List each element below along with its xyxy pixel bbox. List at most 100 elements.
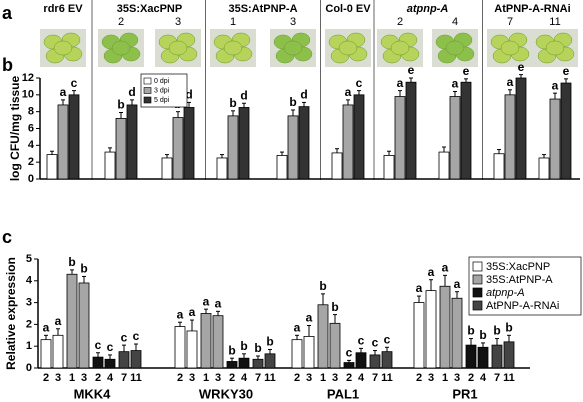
leaf	[53, 40, 73, 56]
x-tick-label: 2	[43, 372, 49, 384]
x-tick-label: 4	[107, 372, 114, 384]
x-tick-label: 3	[189, 372, 195, 384]
significance-letter: a	[345, 85, 352, 99]
x-tick-label: 11	[503, 372, 515, 384]
x-tick-label: 2	[294, 372, 300, 384]
bar	[491, 344, 503, 369]
x-tick-label: 11	[264, 372, 276, 384]
bar	[126, 104, 138, 180]
bar	[161, 157, 173, 180]
bar	[68, 94, 80, 180]
significance-letter: b	[68, 255, 75, 269]
bar	[104, 358, 116, 369]
bar	[216, 157, 228, 180]
bar	[78, 282, 90, 369]
significance-letter: b	[289, 95, 296, 109]
x-tick-label: 4	[241, 372, 248, 384]
significance-letter: a	[452, 77, 459, 91]
leaf	[111, 40, 131, 56]
y-tick-label: 3	[26, 297, 32, 309]
x-tick-label: 7	[255, 372, 261, 384]
panel-label: c	[2, 227, 12, 247]
legend-label: 35S:XacPNP	[486, 261, 550, 273]
panel-label: a	[2, 3, 13, 23]
x-tick-label: 3	[306, 372, 312, 384]
legend-swatch	[472, 274, 483, 285]
gene-label: PR1	[452, 386, 477, 401]
y-tick-label: 10	[22, 89, 34, 101]
significance-letter: b	[80, 262, 87, 276]
bar	[46, 154, 58, 180]
y-tick-label: 1	[26, 340, 32, 352]
legend-swatch	[472, 300, 483, 311]
significance-letter: b	[228, 343, 235, 357]
leaf	[445, 40, 465, 56]
significance-letter: b	[319, 279, 326, 293]
significance-letter: a	[43, 320, 50, 334]
bar	[439, 285, 451, 369]
bar	[317, 304, 329, 369]
significance-letter: a	[55, 314, 62, 328]
bar	[342, 104, 354, 180]
significance-letter: a	[294, 320, 301, 334]
x-tick-label: 2	[346, 372, 352, 384]
group-header: AtPNP-A-RNAi	[494, 3, 570, 15]
x-tick-label: 3	[55, 372, 61, 384]
bar	[504, 94, 516, 180]
x-tick-label: 11	[381, 372, 393, 384]
y-tick-label: 2	[26, 318, 32, 330]
bar	[291, 339, 303, 369]
line-label: 3	[175, 16, 181, 28]
x-tick-label: 7	[372, 372, 378, 384]
bar	[238, 357, 250, 369]
bar	[353, 94, 365, 180]
x-tick-label: 2	[229, 372, 235, 384]
y-tick-label: 8	[28, 106, 34, 118]
bar	[538, 157, 550, 180]
significance-letter: b	[505, 320, 512, 334]
significance-letter: c	[346, 346, 353, 360]
significance-letter: a	[60, 85, 67, 99]
bar	[477, 346, 489, 369]
significance-letter: a	[215, 296, 222, 310]
significance-letter: e	[563, 64, 570, 78]
bar	[413, 302, 425, 369]
significance-letter: e	[463, 64, 470, 78]
line-label: 7	[507, 16, 513, 28]
bar	[183, 107, 195, 180]
bar	[172, 117, 184, 180]
bar	[549, 98, 561, 180]
x-tick-label: 1	[442, 372, 448, 384]
significance-letter: b	[331, 300, 338, 314]
legend-label: atpnp-A	[486, 287, 525, 299]
x-tick-label: 1	[320, 372, 326, 384]
y-tick-label: 4	[26, 275, 33, 287]
significance-letter: c	[71, 76, 78, 90]
significance-letter: a	[552, 78, 559, 92]
x-tick-label: 2	[416, 372, 422, 384]
leaf	[500, 40, 520, 56]
significance-letter: c	[384, 332, 391, 346]
significance-letter: b	[266, 335, 273, 349]
bar	[329, 322, 341, 369]
significance-letter: a	[507, 75, 514, 89]
leaf	[168, 40, 188, 56]
significance-letter: d	[185, 88, 192, 102]
bar	[331, 152, 343, 180]
x-tick-label: 2	[177, 372, 183, 384]
x-tick-label: 2	[95, 372, 101, 384]
legend-label: 5 dpi	[154, 97, 170, 104]
gene-label: PAL1	[327, 386, 359, 401]
legend-swatch	[143, 77, 152, 85]
panel-label: b	[2, 55, 13, 75]
legend-swatch	[143, 96, 152, 104]
y-axis-label: Relative expression	[4, 257, 18, 370]
bar	[104, 151, 116, 180]
significance-letter: e	[518, 60, 525, 74]
leaf	[283, 40, 303, 56]
x-tick-label: 11	[130, 372, 142, 384]
bar	[287, 115, 299, 180]
bar	[66, 273, 78, 369]
leaf	[390, 40, 410, 56]
